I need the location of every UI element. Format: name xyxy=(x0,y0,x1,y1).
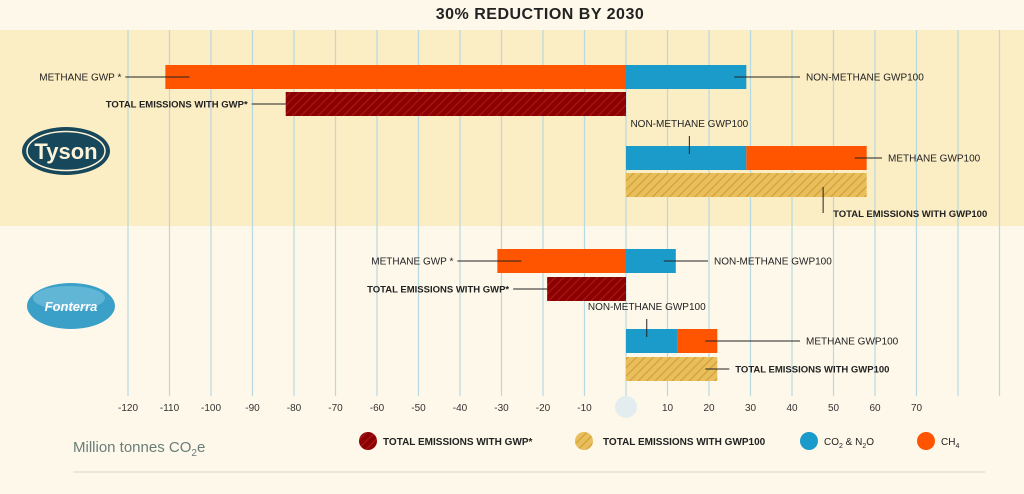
zero-tick-marker xyxy=(615,396,637,418)
x-tick-label: -20 xyxy=(536,403,551,414)
chart-title: 30% REDUCTION BY 2030 xyxy=(436,6,645,23)
x-axis-ticks: -120-110-100-90-80-70-60-50-40-30-20-100… xyxy=(118,403,923,414)
legend-label-gwp: TOTAL EMISSIONS WITH GWP* xyxy=(383,437,533,448)
bar-label: NON-METHANE GWP100 xyxy=(714,257,832,268)
bar-labels: METHANE GWP * NON-METHANE GWP100 TOTAL EMI… xyxy=(39,73,987,376)
legend-label-co2: CO2 & N2O xyxy=(824,437,874,450)
bar-label: NON-METHANE GWP100 xyxy=(588,302,706,313)
gwp100-total-bar xyxy=(626,173,867,197)
co2-n2o-bar xyxy=(626,65,747,89)
unit-subscript: 2 xyxy=(191,448,197,459)
x-tick-label: -120 xyxy=(118,403,138,414)
legend: TOTAL EMISSIONS WITH GWP* TOTAL EMISSION… xyxy=(359,432,959,450)
bars xyxy=(165,65,867,381)
x-tick-label: 70 xyxy=(911,403,923,414)
bar-label: METHANE GWP100 xyxy=(806,337,899,348)
x-tick-label: 20 xyxy=(703,403,715,414)
x-tick-label: -90 xyxy=(245,403,260,414)
tyson-logo-text: Tyson xyxy=(34,139,97,164)
x-tick-label: -10 xyxy=(577,403,592,414)
x-tick-label: -70 xyxy=(328,403,343,414)
ch4-bar xyxy=(165,65,626,89)
unit-label: Million tonnes CO2e xyxy=(73,439,205,459)
legend-swatch-gwp100 xyxy=(575,432,593,450)
bar-label: TOTAL EMISSIONS WITH GWP* xyxy=(367,285,509,296)
legend-label-gwp100: TOTAL EMISSIONS WITH GWP100 xyxy=(603,437,766,448)
bar-label: TOTAL EMISSIONS WITH GWP100 xyxy=(833,209,987,220)
fonterra-logo-text: Fonterra xyxy=(45,299,98,314)
x-tick-label: -40 xyxy=(453,403,468,414)
gwp-total-bar xyxy=(547,277,626,301)
bar-label: TOTAL EMISSIONS WITH GWP* xyxy=(106,100,248,111)
x-tick-label: 40 xyxy=(786,403,798,414)
co2-n2o-bar xyxy=(626,329,678,353)
x-tick-label: 30 xyxy=(745,403,757,414)
legend-swatch-gwp xyxy=(359,432,377,450)
x-tick-label: -110 xyxy=(160,403,180,414)
bar-label: METHANE GWP100 xyxy=(888,154,981,165)
gwp-total-bar xyxy=(285,92,626,116)
legend-swatch-co2 xyxy=(800,432,818,450)
legend-label-ch4: CH4 xyxy=(941,437,959,450)
co2-n2o-bar xyxy=(626,146,747,170)
x-tick-label: -100 xyxy=(201,403,221,414)
x-tick-label: -50 xyxy=(411,403,426,414)
x-tick-label: 60 xyxy=(869,403,881,414)
x-tick-label: 50 xyxy=(828,403,840,414)
bar-label: TOTAL EMISSIONS WITH GWP100 xyxy=(735,365,889,376)
bar-label: METHANE GWP * xyxy=(39,73,121,84)
grid-lines xyxy=(127,30,1001,396)
x-tick-label: -80 xyxy=(287,403,302,414)
x-tick-label: -60 xyxy=(370,403,385,414)
x-tick-label: -30 xyxy=(494,403,509,414)
tyson-band xyxy=(0,30,1024,226)
x-tick-label: 10 xyxy=(662,403,674,414)
bar-label: NON-METHANE GWP100 xyxy=(630,119,748,130)
gwp100-total-bar xyxy=(626,357,718,381)
ch4-bar xyxy=(746,146,867,170)
bar-label: NON-METHANE GWP100 xyxy=(806,73,924,84)
legend-swatch-ch4 xyxy=(917,432,935,450)
tyson-logo: Tyson xyxy=(22,127,110,175)
fonterra-logo: Fonterra xyxy=(27,283,115,329)
bar-label: METHANE GWP * xyxy=(371,257,453,268)
